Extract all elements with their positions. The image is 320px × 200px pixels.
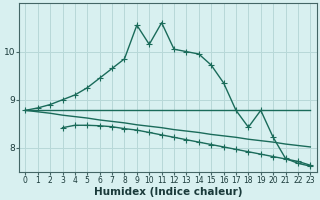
X-axis label: Humidex (Indice chaleur): Humidex (Indice chaleur) (93, 187, 242, 197)
